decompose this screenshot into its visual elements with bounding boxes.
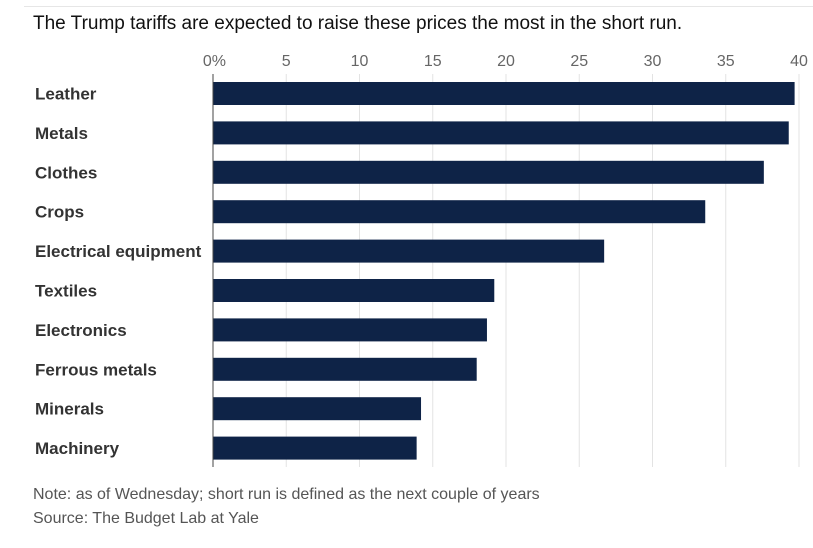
bar-metals xyxy=(213,121,789,145)
bar-textiles xyxy=(213,279,495,302)
category-labels: Leather Metals Clothes Crops Electrical equi… xyxy=(35,85,202,459)
bar-crops xyxy=(213,200,706,224)
bar-leather xyxy=(213,82,795,105)
bar-ferrous-metals xyxy=(213,357,477,381)
bars xyxy=(213,82,795,460)
category-label: Clothes xyxy=(35,163,97,182)
source-note: Source: The Budget Lab at Yale xyxy=(33,510,259,527)
x-axis-ticks: 0% 5 10 15 20 25 30 35 40 xyxy=(203,53,808,70)
category-label: Metals xyxy=(35,124,88,143)
bar-electronics xyxy=(213,318,487,342)
x-tick-label: 15 xyxy=(424,53,442,70)
bar-clothes xyxy=(213,160,764,184)
x-tick-label: 25 xyxy=(570,53,588,70)
x-tick-label: 10 xyxy=(351,53,369,70)
category-label: Machinery xyxy=(35,439,120,458)
category-label: Minerals xyxy=(35,400,104,419)
top-divider xyxy=(24,6,813,7)
category-label: Leather xyxy=(35,85,97,104)
x-tick-label: 5 xyxy=(282,53,291,70)
category-label: Textiles xyxy=(35,282,97,301)
category-label: Crops xyxy=(35,203,84,222)
x-tick-label: 30 xyxy=(644,53,662,70)
category-label: Ferrous metals xyxy=(35,360,157,379)
bar-electrical-equipment xyxy=(213,239,605,263)
x-tick-label: 35 xyxy=(717,53,735,70)
x-tick-label: 20 xyxy=(497,53,515,70)
x-tick-label: 40 xyxy=(790,53,808,70)
category-label: Electronics xyxy=(35,321,127,340)
x-tick-label: 0% xyxy=(203,53,226,70)
footnote: Note: as of Wednesday; short run is defi… xyxy=(33,486,540,503)
category-label: Electrical equipment xyxy=(35,242,202,261)
chart-title: The Trump tariffs are expected to raise … xyxy=(33,13,683,34)
bar-machinery xyxy=(213,436,417,460)
bar-minerals xyxy=(213,397,422,421)
